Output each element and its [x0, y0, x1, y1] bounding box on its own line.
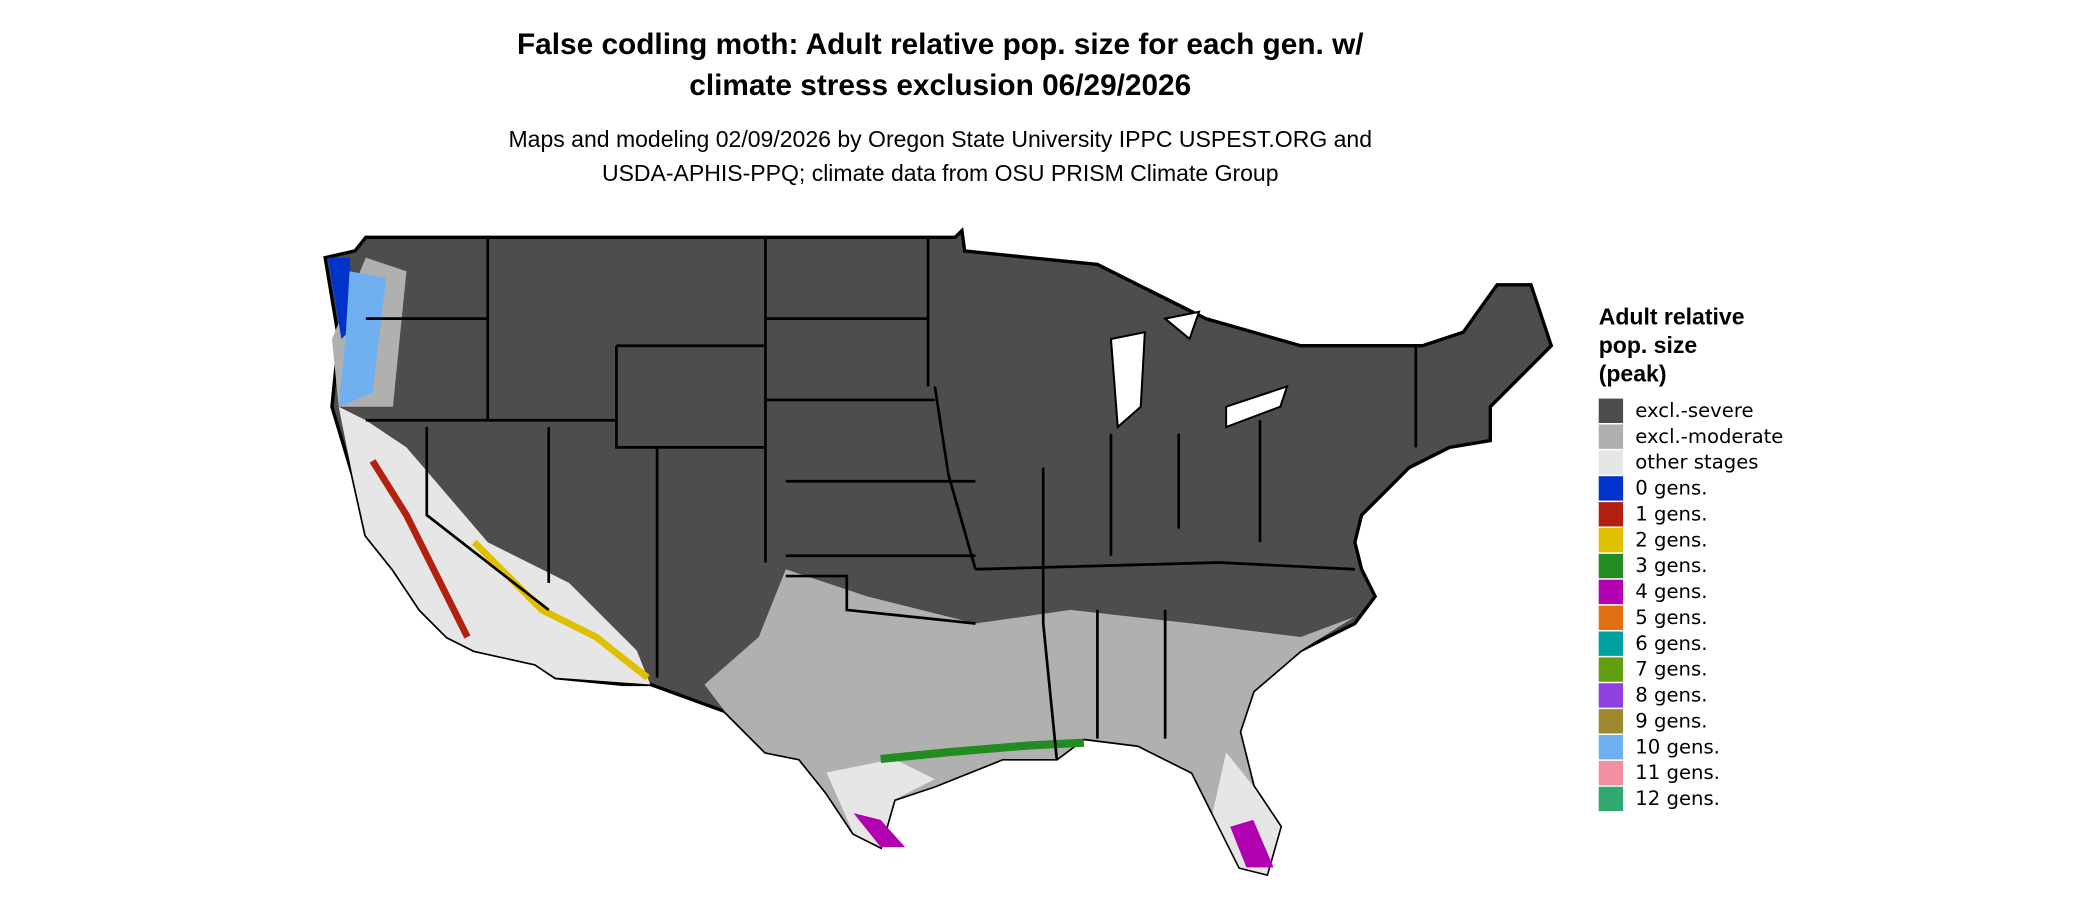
legend-label: 2 gens.	[1635, 528, 1707, 551]
legend-label: 9 gens.	[1635, 709, 1707, 732]
great-lakes	[1109, 310, 1289, 430]
legend-label: 6 gens.	[1635, 632, 1707, 655]
legend-swatch	[1598, 734, 1624, 760]
subtitle-line: USDA-APHIS-PPQ; climate data from OSU PR…	[602, 160, 1279, 186]
other-stages-west	[338, 406, 651, 685]
legend-swatch	[1598, 553, 1624, 579]
subtitle-line: Maps and modeling 02/09/2026 by Oregon S…	[508, 126, 1372, 152]
legend-label: 12 gens.	[1635, 787, 1720, 810]
legend-title: Adult relative	[1599, 304, 1745, 330]
zone-2-gens	[471, 539, 650, 681]
legend-label: excl.-moderate	[1635, 425, 1783, 448]
legend-swatch	[1598, 450, 1624, 475]
legend-label: 0 gens.	[1635, 477, 1707, 500]
legend-label: 7 gens.	[1635, 658, 1707, 681]
other-stages-florida	[1212, 752, 1281, 875]
legend-label: 10 gens.	[1635, 735, 1720, 758]
legend-swatch	[1598, 527, 1624, 553]
legend-label: 4 gens.	[1635, 580, 1707, 603]
legend-label: 5 gens.	[1635, 606, 1707, 629]
legend-title: pop. size	[1599, 332, 1698, 358]
legend-swatch	[1598, 709, 1624, 734]
title-line: False codling moth: Adult relative pop. …	[517, 28, 1364, 61]
legend-swatch	[1598, 786, 1624, 812]
titles: False codling moth: Adult relative pop. …	[508, 28, 1372, 186]
legend-label: 1 gens.	[1635, 502, 1707, 525]
legend-swatch	[1598, 605, 1624, 630]
other-stages-texas	[826, 758, 935, 848]
legend-swatch	[1598, 398, 1624, 423]
legend-swatch	[1598, 579, 1624, 605]
title-line: climate stress exclusion 06/29/2026	[689, 69, 1191, 102]
legend-swatch	[1598, 476, 1624, 501]
zone-3-gens	[880, 738, 1085, 764]
us-map	[323, 226, 1554, 877]
legend-swatch	[1598, 502, 1624, 527]
zone-10-gens	[338, 271, 387, 407]
legend-label: 3 gens.	[1635, 554, 1707, 577]
state-lines	[365, 237, 1418, 760]
legend-swatch	[1598, 760, 1624, 786]
zone-4-gens-fl	[1230, 819, 1274, 868]
legend-label: other stages	[1635, 451, 1758, 474]
legend-label: 8 gens.	[1635, 684, 1707, 707]
legend-swatch	[1598, 657, 1624, 682]
zone-1-gens	[369, 459, 471, 639]
legend-title: (peak)	[1599, 361, 1667, 387]
legend-swatch	[1598, 631, 1624, 656]
legend-label: 11 gens.	[1635, 761, 1720, 784]
zone-4-gens-tx	[853, 813, 906, 848]
legend-label: excl.-severe	[1635, 399, 1753, 422]
legend-swatch	[1598, 683, 1624, 708]
legend-swatch	[1598, 424, 1624, 449]
